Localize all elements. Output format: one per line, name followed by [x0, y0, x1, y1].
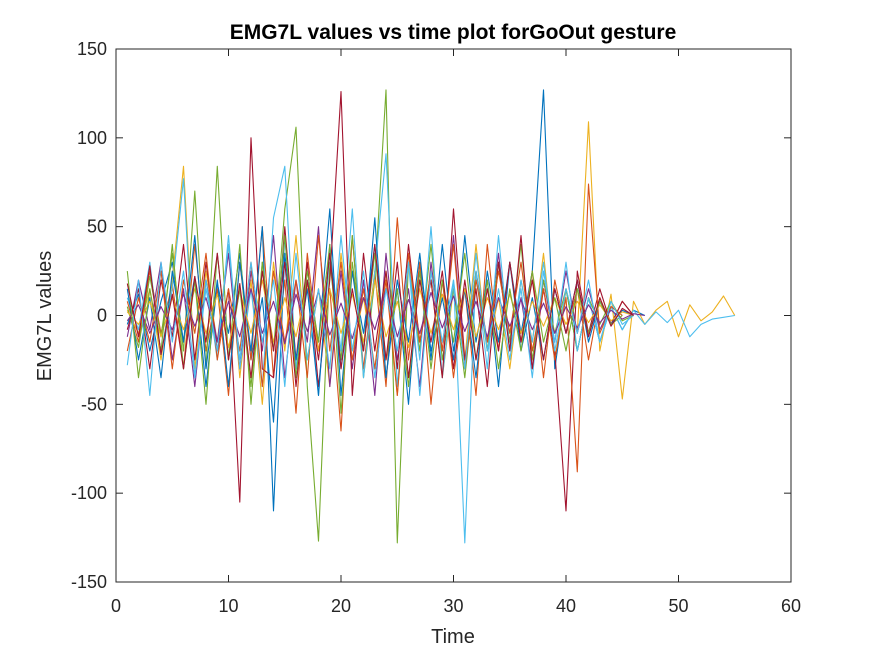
series-line-14: [126, 243, 634, 388]
x-tick-label: 60: [781, 596, 801, 616]
x-axis-ticks: 0 10 20 30 40 50 60: [111, 49, 801, 616]
series-line-6: [126, 153, 735, 544]
y-tick-label: 150: [77, 39, 107, 59]
series-line-13: [126, 235, 634, 397]
x-axis-label: Time: [431, 626, 475, 648]
y-axis-ticks: 150 100 50 0 -50 -100 -150: [71, 39, 791, 592]
y-tick-label: 50: [87, 217, 107, 237]
y-tick-label: -100: [71, 483, 107, 503]
series-layer: [126, 89, 736, 544]
chart-title: EMG7L values vs time plot forGoOut gestu…: [230, 21, 677, 44]
y-axis-label: EMG7L values: [34, 251, 56, 381]
series-line-9: [126, 183, 623, 473]
x-tick-label: 10: [218, 596, 238, 616]
y-tick-label: 100: [77, 128, 107, 148]
x-tick-label: 30: [443, 596, 463, 616]
y-tick-label: -150: [71, 572, 107, 592]
x-tick-label: 50: [668, 596, 688, 616]
x-tick-label: 0: [111, 596, 121, 616]
y-tick-label: 0: [97, 306, 107, 326]
plot-area: [116, 49, 791, 582]
y-tick-label: -50: [81, 394, 107, 414]
x-tick-label: 40: [556, 596, 576, 616]
series-line-12: [126, 235, 623, 414]
x-tick-label: 20: [331, 596, 351, 616]
